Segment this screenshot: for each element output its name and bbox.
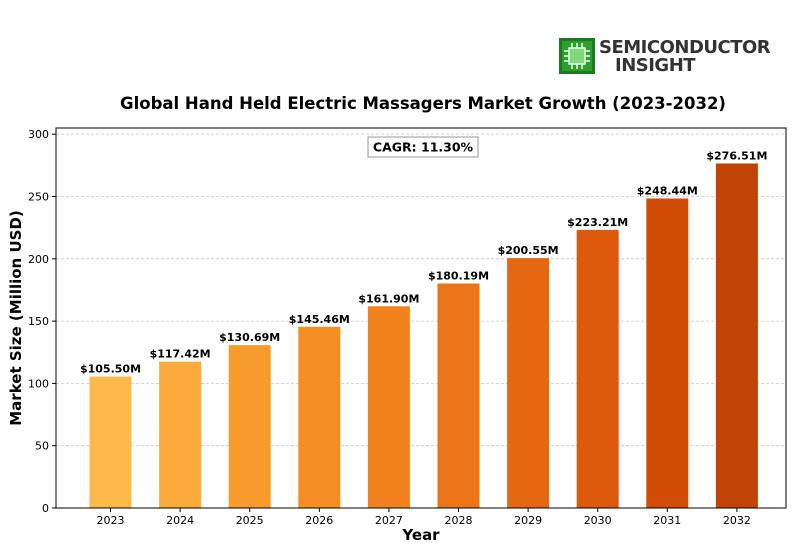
data-label: $180.19M bbox=[428, 270, 489, 283]
bar-2027 bbox=[367, 306, 410, 508]
cagr-text: CAGR: 11.30% bbox=[373, 140, 474, 155]
bar-2024 bbox=[159, 361, 202, 508]
x-tick-label: 2024 bbox=[166, 514, 194, 527]
brand-name-line1: SEMICONDUCTOR bbox=[599, 37, 771, 58]
data-label: $200.55M bbox=[498, 244, 559, 257]
data-label: $130.69M bbox=[219, 331, 280, 344]
x-tick-label: 2029 bbox=[514, 514, 542, 527]
x-tick-label: 2027 bbox=[375, 514, 403, 527]
bar-2029 bbox=[507, 258, 550, 508]
x-tick-label: 2025 bbox=[236, 514, 264, 527]
x-tick-label: 2030 bbox=[584, 514, 612, 527]
x-tick-label: 2026 bbox=[305, 514, 333, 527]
bar-2030 bbox=[576, 229, 619, 509]
data-label: $248.44M bbox=[637, 184, 698, 197]
y-axis-label: Market Size (Million USD) bbox=[7, 210, 25, 426]
cagr-annotation: CAGR: 11.30% bbox=[367, 136, 479, 158]
cagr-box bbox=[367, 136, 479, 158]
data-labels: $105.50M $117.42M $130.69M $145.46M $161.90M… bbox=[80, 149, 767, 375]
bar-2025 bbox=[228, 345, 271, 508]
bar-2032 bbox=[715, 163, 758, 509]
data-label: $105.50M bbox=[80, 363, 141, 376]
y-tick-label: 100 bbox=[28, 377, 49, 390]
bar-2031 bbox=[646, 198, 689, 508]
plot-frame bbox=[55, 127, 787, 509]
x-axis-label: Year bbox=[401, 526, 440, 544]
data-label: $145.46M bbox=[289, 313, 350, 326]
brand-logo: SEMICONDUCTOR INSIGHT bbox=[559, 37, 774, 77]
y-tick-label: 250 bbox=[28, 191, 49, 204]
bar-2028 bbox=[437, 283, 480, 508]
y-tick-label: 150 bbox=[28, 315, 49, 328]
x-axis-ticks: 2023 2024 2025 2026 2027 2028 2029 2030 2031 2032 bbox=[97, 508, 751, 527]
y-tick-label: 0 bbox=[42, 502, 49, 515]
data-label: $161.90M bbox=[358, 292, 419, 305]
bar-2023 bbox=[89, 376, 132, 508]
x-tick-label: 2031 bbox=[653, 514, 681, 527]
y-axis-ticks: 0 50 100 150 200 250 300 bbox=[28, 128, 56, 515]
data-label: $117.42M bbox=[150, 348, 211, 361]
data-label: $223.21M bbox=[567, 216, 628, 229]
chart-title: Global Hand Held Electric Massagers Mark… bbox=[120, 94, 726, 113]
brand-name-line2: INSIGHT bbox=[615, 55, 696, 76]
data-label: $276.51M bbox=[706, 149, 767, 162]
y-tick-label: 50 bbox=[35, 440, 49, 453]
bars bbox=[89, 163, 758, 509]
y-tick-label: 200 bbox=[28, 253, 49, 266]
x-tick-label: 2028 bbox=[445, 514, 473, 527]
bar-2026 bbox=[298, 326, 341, 508]
x-tick-label: 2032 bbox=[723, 514, 751, 527]
chip-icon bbox=[559, 38, 595, 74]
x-tick-label: 2023 bbox=[97, 514, 125, 527]
y-tick-label: 300 bbox=[28, 128, 49, 141]
